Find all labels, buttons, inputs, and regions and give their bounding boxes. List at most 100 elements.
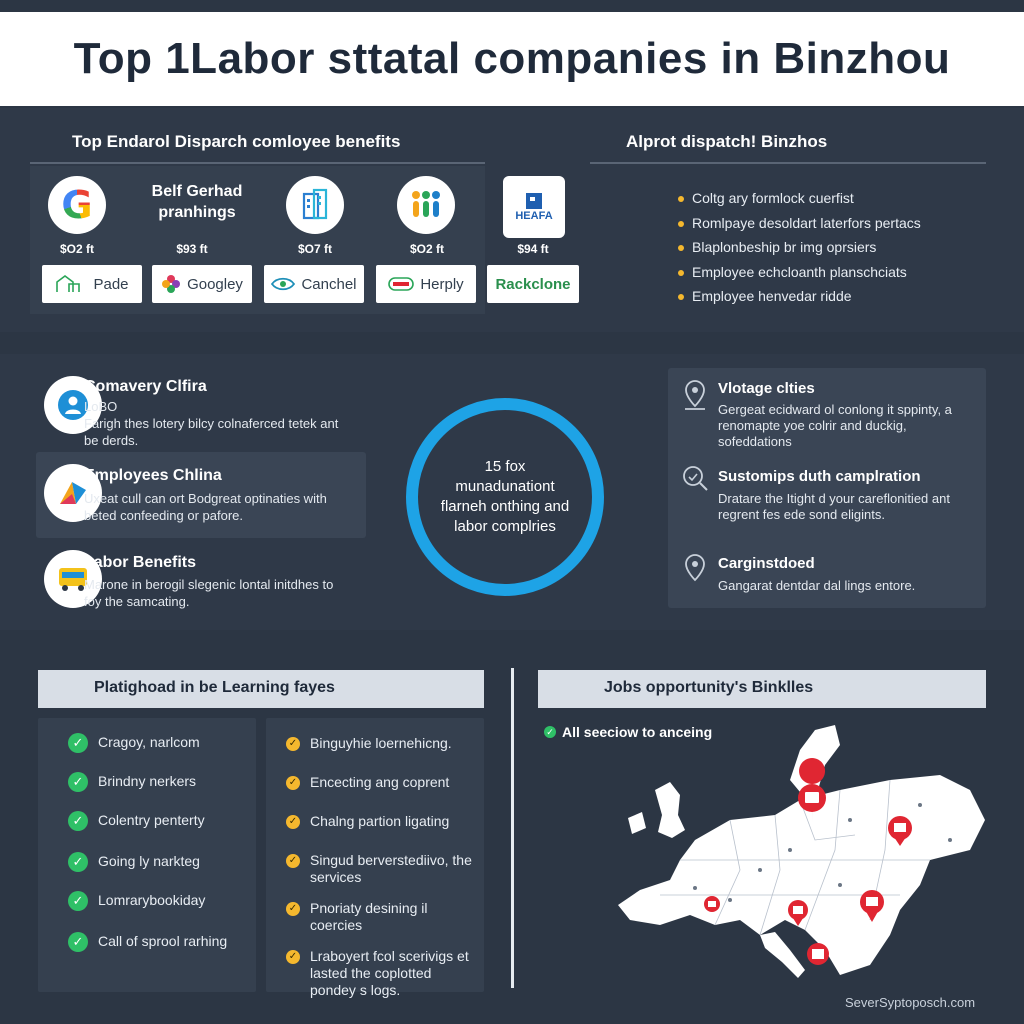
map-pin[interactable]	[704, 896, 720, 912]
feature-title: Labor Benefits	[84, 554, 197, 571]
feature-text: Farigh thes lotery bilcy colnaferced tet…	[84, 416, 339, 448]
ring-text: 15 fox munadunationt flarneh onthing and…	[440, 458, 570, 535]
feature-text: Gergeat ecidward ol conlong it sppinty, …	[718, 402, 952, 449]
learning-bullet-list: ✓ Binguyhie loernehicng. ✓ Encecting ang c…	[280, 735, 476, 999]
jobs-heading: Jobs opportunity's Binklles	[538, 670, 986, 708]
location-pin-icon	[685, 380, 705, 410]
list-item: ✓ Singud berverstediivo, the services	[280, 852, 476, 886]
bullet-icon: ✓	[286, 737, 300, 751]
brand-label: Canchel	[301, 275, 357, 293]
feature-text: Uxeat cull can ort Bodgreat optinaties w…	[84, 491, 327, 523]
feature-title: Vlotage clties	[718, 380, 815, 397]
check-icon: ✓	[68, 733, 88, 753]
bullet-icon: ✓	[286, 854, 300, 868]
brand-label: Pade	[93, 275, 129, 293]
list-item: ✓ Lomrarybookiday	[68, 891, 248, 911]
company-subtitle: Belf Gerhad pranhings	[151, 183, 243, 221]
list-item: Blaplonbeship br img oprsiers	[678, 239, 978, 264]
price-2: $93 ft	[176, 242, 208, 256]
footer-url[interactable]: SeverSyptoposch.com	[845, 995, 976, 1010]
check-icon: ✓	[68, 772, 88, 792]
map-subheading-text: All seeciow to anceing	[562, 724, 713, 740]
map-pin[interactable]	[788, 900, 808, 926]
kite-icon	[44, 464, 102, 522]
check-icon: ✓	[68, 932, 88, 952]
list-item: ✓ Cragoy, narlcom	[68, 733, 248, 753]
feature-text: Dratare the Itight d your careflonitied …	[718, 491, 950, 522]
price-1: $O2 ft	[59, 242, 94, 256]
list-item: ✓ Pnoriaty desining il coercies	[280, 900, 476, 934]
dispatch-heading: Alprot dispatch! Binzhos	[590, 124, 986, 164]
bullet-icon: ✓	[286, 902, 300, 916]
house-icon	[56, 275, 81, 292]
map-pin[interactable]	[798, 758, 826, 824]
list-item: Employee henvedar ridde	[678, 288, 978, 313]
map-borders	[660, 779, 930, 936]
bus-icon	[44, 550, 102, 608]
bullet-icon: ✓	[286, 950, 300, 964]
feature-title: Employees Chlina	[84, 467, 222, 484]
building-logo-icon	[286, 176, 344, 234]
price-3: $O7 ft	[297, 242, 332, 256]
check-icon: ✓	[68, 811, 88, 831]
person-icon	[44, 376, 102, 434]
dispatch-list: Coltg ary formlock cuerfist Romlpaye des…	[678, 190, 978, 313]
list-item: ✓ Colentry penterty	[68, 811, 248, 831]
feature-text: Gangarat dentdar dal lings entore.	[718, 578, 916, 593]
brand-rackclone[interactable]: Rackclone	[487, 265, 579, 303]
list-item: ✓ Brindny nerkers	[68, 772, 248, 792]
list-item: ✓ Call of sprool rarhing	[68, 932, 248, 952]
list-item: Romlpaye desoldart laterfors pertacs	[678, 215, 978, 240]
brand-herply[interactable]: Herply	[376, 265, 476, 303]
feature-title: Sustomips duth camplration	[718, 468, 921, 485]
price-4: $O2 ft	[409, 242, 444, 256]
map-pin[interactable]	[860, 890, 884, 922]
price-5: $94 ft	[517, 242, 549, 256]
list-item: Employee echcloanth planschciats	[678, 264, 978, 289]
list-item: Coltg ary formlock cuerfist	[678, 190, 978, 215]
feature-title: Comavery Clfira	[84, 378, 207, 395]
map-subheading: ✓ All seeciow to anceing	[544, 724, 712, 740]
learning-right-panel	[266, 718, 484, 992]
map-region-britain	[655, 782, 685, 838]
brand-label: Googley	[187, 275, 243, 293]
feature-title: Carginstdoed	[718, 555, 815, 572]
right-features-panel	[668, 368, 986, 608]
list-item: ✓ Lraboyert fcol scerivigs et lasted the …	[280, 948, 476, 999]
map-region-ireland	[628, 812, 646, 834]
brand-canchel[interactable]: Canchel	[264, 265, 364, 303]
brand-label: Rackclone	[495, 275, 571, 293]
google-logo-icon: G	[48, 176, 106, 234]
brand-pade[interactable]: Pade	[42, 265, 142, 303]
learning-heading: Platighoad in be Learning fayes	[38, 670, 484, 708]
benefits-heading: Top Endarol Disparch comloyee benefits	[30, 124, 485, 164]
check-icon: ✓	[544, 726, 556, 738]
section-divider	[511, 668, 514, 988]
list-item: ✓ Chalng partion ligating	[280, 813, 476, 830]
people-logo-icon	[397, 176, 455, 234]
check-icon: ✓	[68, 891, 88, 911]
bullet-icon: ✓	[286, 776, 300, 790]
map-pin[interactable]	[807, 943, 829, 965]
page-title: Top 1Labor sttatal companies in Binzhou	[73, 34, 951, 83]
title-band: Top 1Labor sttatal companies in Binzhou	[0, 12, 1024, 106]
summary-ring: 15 fox munadunationt flarneh onthing and…	[406, 398, 604, 596]
heafa-logo-text: HEAFA	[515, 210, 553, 222]
europe-map	[618, 725, 985, 978]
feature-text: Marone in berogil slegenic lontal initdh…	[84, 577, 334, 609]
flower-icon	[162, 275, 181, 293]
learning-checklist: ✓ Cragoy, narlcom ✓ Brindny nerkers ✓ Colen…	[68, 733, 248, 952]
brand-googley[interactable]: Googley	[152, 265, 252, 303]
feature-subtitle: LoBO	[84, 399, 118, 414]
eye-logo-icon	[271, 277, 296, 291]
check-icon: ✓	[68, 852, 88, 872]
search-icon	[683, 466, 708, 491]
list-item: ✓ Going ly narkteg	[68, 852, 248, 872]
heafa-logo-icon: HEAFA	[503, 176, 565, 238]
herply-logo-icon	[388, 277, 415, 291]
brand-label: Herply	[420, 275, 464, 293]
bullet-icon: ✓	[286, 815, 300, 829]
list-item: ✓ Binguyhie loernehicng.	[280, 735, 476, 752]
map-region-italy	[760, 932, 805, 978]
map-pin[interactable]	[888, 816, 912, 846]
